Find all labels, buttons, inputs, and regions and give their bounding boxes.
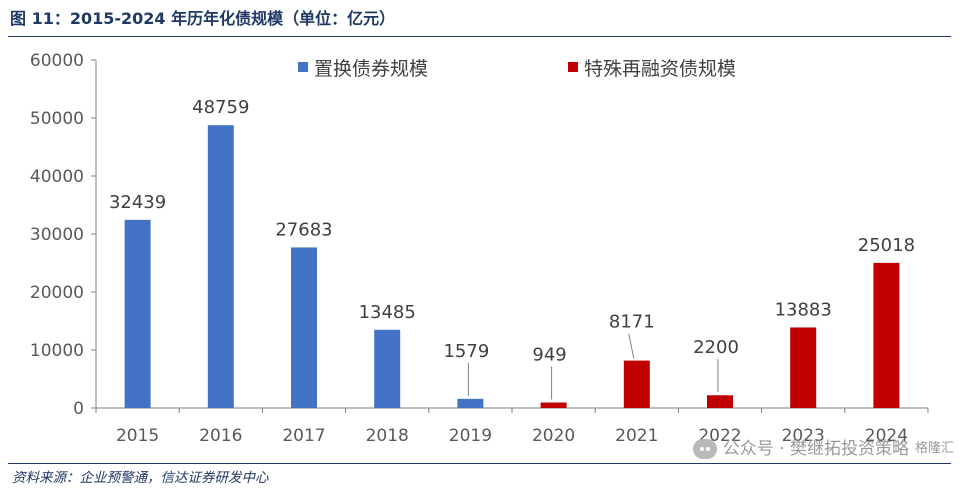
x-tick-label: 2018 xyxy=(366,426,409,446)
bar-2020 xyxy=(540,402,567,408)
y-tick-label: 60000 xyxy=(30,51,84,71)
data-label-2024: 25018 xyxy=(858,235,915,256)
bar-2021 xyxy=(623,360,650,408)
x-tick-label: 2015 xyxy=(116,426,159,446)
bar-2024 xyxy=(873,262,900,408)
data-label-2019: 1579 xyxy=(443,341,489,362)
data-label-2018: 13485 xyxy=(359,302,416,323)
data-label-2020: 949 xyxy=(532,344,566,365)
watermark-text: 公众号 · 樊继拓投资策略 xyxy=(722,439,909,459)
x-tick-label: 2017 xyxy=(282,426,325,446)
bar-2019 xyxy=(457,398,484,408)
x-tick-label: 2023 xyxy=(782,426,825,446)
data-label-leader xyxy=(628,333,635,359)
source-rule xyxy=(8,463,951,464)
watermark-badge: 格隆汇 xyxy=(914,441,954,456)
x-tick-label: 2021 xyxy=(615,426,658,446)
legend-label-0: 置换债券规模 xyxy=(314,58,428,80)
y-tick-label: 20000 xyxy=(30,283,84,303)
title-rule xyxy=(8,36,951,37)
legend-swatch-1 xyxy=(568,62,578,72)
x-tick-label: 2019 xyxy=(449,426,492,446)
data-label-2015: 32439 xyxy=(109,192,166,213)
data-label-2016: 48759 xyxy=(192,97,249,118)
legend-swatch-0 xyxy=(298,62,308,72)
y-tick-label: 10000 xyxy=(30,341,84,361)
figure-title: 图 11：2015-2024 年历年化债规模（单位：亿元） xyxy=(10,9,396,28)
bar-2017 xyxy=(291,247,317,408)
data-label-2022: 2200 xyxy=(693,337,739,358)
bar-2015 xyxy=(124,219,151,408)
y-tick-label: 40000 xyxy=(30,167,84,187)
data-label-2021: 8171 xyxy=(609,312,655,333)
bar-2016 xyxy=(207,125,234,408)
y-tick-label: 0 xyxy=(73,399,84,419)
wechat-icon xyxy=(692,439,717,459)
watermark: 公众号 · 樊继拓投资策略 格隆汇 xyxy=(692,436,954,462)
x-tick-label: 2024 xyxy=(865,426,908,446)
legend-label-1: 特殊再融资债规模 xyxy=(584,58,736,80)
data-label-2017: 27683 xyxy=(275,219,332,240)
bar-2023 xyxy=(790,327,817,408)
data-label-2023: 13883 xyxy=(775,299,832,320)
y-tick-label: 50000 xyxy=(30,109,84,129)
source-note: 资料来源：企业预警通，信达证券研发中心 xyxy=(12,470,269,486)
y-tick-label: 30000 xyxy=(30,225,84,245)
x-tick-label: 2020 xyxy=(532,426,575,446)
bar-2022 xyxy=(707,395,733,408)
x-tick-label: 2016 xyxy=(199,426,242,446)
bar-2018 xyxy=(374,329,401,408)
